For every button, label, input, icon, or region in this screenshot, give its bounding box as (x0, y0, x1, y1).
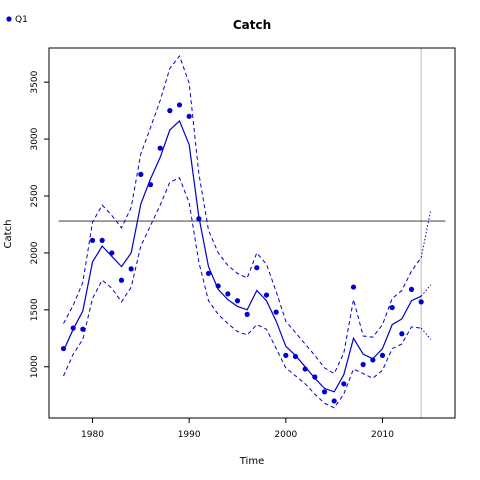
y-tick-label: 3000 (30, 127, 40, 150)
legend-marker-q1 (6, 16, 12, 22)
data-point (70, 325, 76, 331)
data-point (234, 298, 241, 304)
data-point (60, 345, 67, 352)
x-tick-label: 1980 (81, 430, 104, 440)
data-point (138, 171, 144, 177)
chart-axes: 1980 1990 2000 2010 1000 1500 2000 2500 3000 3500 (30, 70, 394, 440)
y-tick-label: 1000 (30, 355, 40, 378)
data-point (263, 292, 270, 298)
data-point (215, 283, 221, 289)
y-tick-label: 2500 (30, 184, 40, 207)
data-point (118, 277, 125, 283)
x-tick-label: 2010 (371, 430, 394, 440)
data-point (379, 352, 386, 358)
data-point (389, 304, 395, 311)
data-point (89, 237, 96, 243)
data-point (273, 309, 279, 315)
data-point (225, 291, 231, 297)
data-point (80, 326, 86, 332)
data-point (205, 270, 212, 277)
upper-projection-line (420, 209, 432, 258)
data-point (99, 237, 105, 243)
data-point (167, 108, 173, 114)
data-point (360, 361, 366, 368)
upper-band-line (63, 54, 422, 375)
data-point (176, 102, 183, 108)
data-point (128, 266, 134, 272)
data-point (186, 113, 192, 119)
data-point (157, 145, 163, 151)
data-point (418, 299, 424, 305)
data-point (312, 374, 318, 380)
data-point (370, 357, 376, 363)
chart-title: Catch (233, 18, 271, 32)
data-point (408, 286, 415, 292)
data-point (254, 265, 260, 271)
y-tick-label: 2000 (30, 241, 40, 264)
data-point (244, 311, 250, 317)
data-point (341, 381, 347, 387)
data-point (350, 284, 357, 290)
data-point (331, 398, 337, 404)
data-point (399, 331, 405, 337)
y-axis-title: Catch (3, 220, 14, 249)
y-tick-label: 3500 (30, 70, 40, 93)
data-point (196, 216, 202, 222)
chart-lines (58, 48, 446, 418)
lower-projection-line (420, 327, 432, 340)
central-projection-line (420, 284, 432, 297)
x-axis-title: Time (239, 456, 264, 467)
data-point (283, 352, 289, 358)
data-point (292, 353, 299, 360)
data-point (147, 182, 154, 188)
data-point (302, 366, 308, 372)
x-tick-label: 1990 (178, 430, 201, 440)
chart-points (60, 102, 424, 404)
y-tick-label: 1500 (30, 298, 40, 321)
legend-label-q1: Q1 (15, 15, 28, 25)
data-point (321, 389, 328, 395)
x-tick-label: 2000 (274, 430, 297, 440)
data-point (109, 250, 115, 256)
lower-band-line (63, 177, 422, 409)
plot-frame (48, 47, 456, 419)
fit-line (62, 119, 422, 393)
